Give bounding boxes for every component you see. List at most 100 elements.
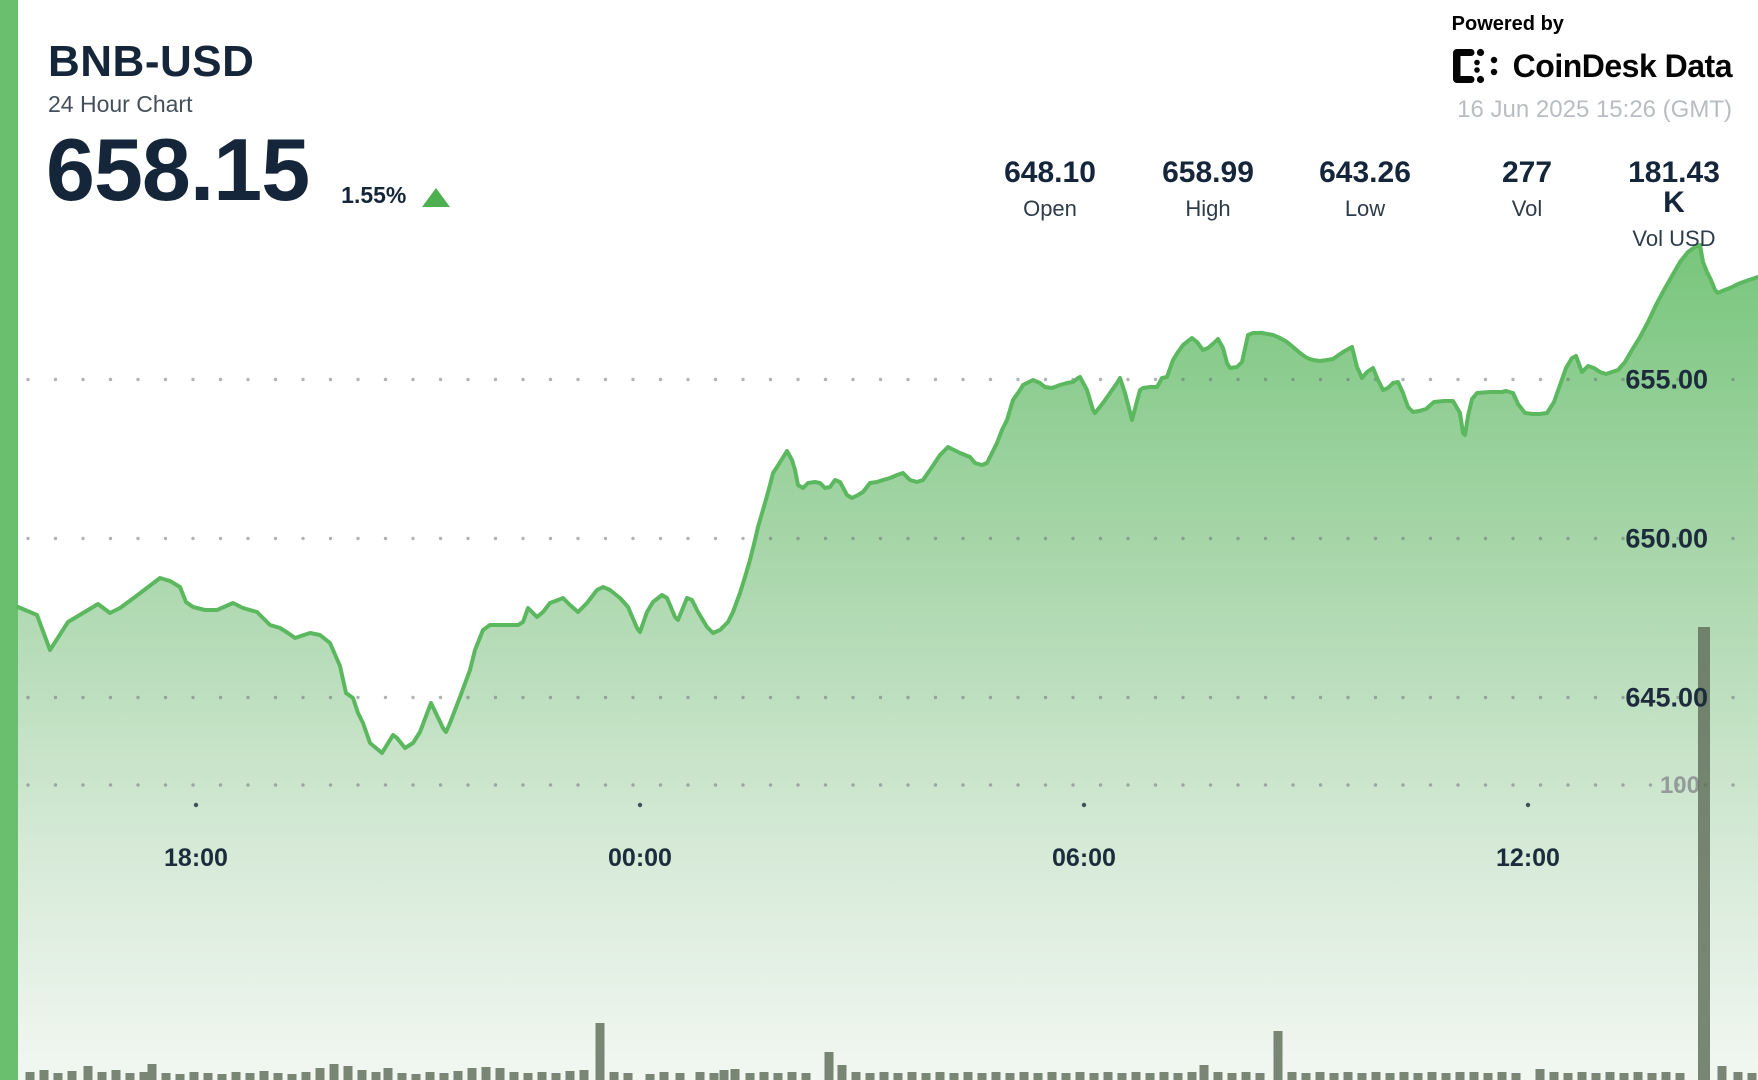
volume-bar xyxy=(161,1073,171,1080)
volume-bar xyxy=(1675,1073,1685,1080)
ohlc-stats-row: 648.10 Open 658.99 High 643.26 Low 277 V… xyxy=(0,156,1758,250)
x-axis-label: 18:00 xyxy=(164,844,228,872)
volume-bar xyxy=(1075,1072,1085,1080)
x-axis-label: 12:00 xyxy=(1496,844,1560,872)
volume-bar xyxy=(1577,1072,1587,1080)
volume-bar xyxy=(709,1073,719,1080)
volume-bar xyxy=(467,1068,477,1080)
volume-bar xyxy=(1605,1072,1615,1080)
volume-bar xyxy=(1241,1072,1251,1080)
volume-bar xyxy=(481,1067,491,1080)
volume-bar xyxy=(371,1072,381,1080)
volume-bar xyxy=(1717,1066,1727,1080)
volume-bar xyxy=(1535,1069,1545,1080)
volume-bar xyxy=(273,1073,283,1080)
volume-bar xyxy=(851,1072,861,1080)
stat-high: 658.99 High xyxy=(1162,158,1254,220)
last-price: 658.15 xyxy=(46,120,310,219)
volume-bar xyxy=(245,1073,255,1080)
volume-bar xyxy=(595,1023,605,1080)
volume-bar xyxy=(719,1070,729,1080)
volume-bar xyxy=(1371,1072,1381,1080)
volume-bar xyxy=(1187,1072,1197,1080)
volume-bar xyxy=(25,1072,35,1080)
volume-bar xyxy=(787,1072,797,1080)
volume-bar xyxy=(523,1073,533,1080)
volume-bar xyxy=(963,1072,973,1080)
volume-bar xyxy=(203,1073,213,1080)
volume-bars xyxy=(25,627,1757,1080)
volume-bar xyxy=(343,1066,353,1080)
volume-bar xyxy=(1005,1073,1015,1080)
volume-bar xyxy=(773,1073,783,1080)
x-axis-tick-dot xyxy=(193,802,199,808)
volume-bar xyxy=(125,1073,135,1080)
volume-bar xyxy=(977,1073,987,1080)
x-axis-label: 06:00 xyxy=(1052,844,1116,872)
volume-bar xyxy=(675,1073,685,1080)
volume-bar xyxy=(759,1072,769,1080)
volume-bar xyxy=(301,1072,311,1080)
left-accent-strip xyxy=(0,0,18,1080)
volume-bar xyxy=(551,1073,561,1080)
chart-timestamp: 16 Jun 2025 15:26 (GMT) xyxy=(1457,96,1732,123)
y-axis-label-price: 645.00 xyxy=(1625,683,1708,713)
volume-bar xyxy=(1469,1072,1479,1080)
volume-bar xyxy=(1698,627,1710,1080)
volume-bar xyxy=(111,1070,121,1080)
title-block: BNB-USD 24 Hour Chart xyxy=(48,40,254,116)
volume-bar xyxy=(1047,1072,1057,1080)
x-axis-label: 00:00 xyxy=(608,844,672,872)
volume-bar xyxy=(217,1074,227,1080)
volume-bar xyxy=(730,1069,740,1080)
volume-bar xyxy=(1199,1065,1209,1080)
stat-vol-label: Vol xyxy=(1511,196,1543,221)
volume-bar xyxy=(1549,1072,1559,1080)
volume-bar xyxy=(935,1072,945,1080)
volume-bar xyxy=(67,1071,77,1080)
stat-low: 643.26 Low xyxy=(1319,158,1411,220)
stat-high-label: High xyxy=(1185,196,1231,221)
volume-bar xyxy=(1483,1073,1493,1080)
up-triangle-icon xyxy=(422,188,451,207)
volume-bar xyxy=(623,1073,633,1080)
volume-bar xyxy=(991,1072,1001,1080)
volume-bar xyxy=(1089,1073,1099,1080)
stat-low-label: Low xyxy=(1344,196,1386,221)
volume-bar xyxy=(439,1073,449,1080)
volume-bar xyxy=(949,1073,959,1080)
price-row: 658.15 1.55% xyxy=(46,120,451,219)
volume-bar xyxy=(659,1072,669,1080)
volume-bar xyxy=(425,1072,435,1080)
volume-bar xyxy=(329,1064,339,1080)
volume-bar xyxy=(1563,1073,1573,1080)
coindesk-brand-name: CoinDesk Data xyxy=(1512,48,1733,84)
volume-bar xyxy=(53,1073,63,1080)
volume-bar xyxy=(1343,1072,1353,1080)
stat-high-value: 658.99 xyxy=(1162,156,1254,189)
volume-bar xyxy=(495,1068,505,1080)
volume-bar xyxy=(1747,1073,1757,1080)
stat-vol-value: 277 xyxy=(1501,156,1553,189)
volume-bar xyxy=(83,1066,93,1080)
volume-bar xyxy=(147,1064,157,1080)
volume-bar xyxy=(579,1070,589,1080)
volume-bar xyxy=(1497,1072,1507,1080)
volume-bar xyxy=(1357,1073,1367,1080)
volume-bar xyxy=(1441,1073,1451,1080)
chart-subtitle: 24 Hour Chart xyxy=(48,91,193,117)
volume-bar xyxy=(1591,1073,1601,1080)
grid-dots xyxy=(26,377,1735,787)
stat-vol-usd: 181.43 K Vol USD xyxy=(1628,158,1720,250)
volume-bar xyxy=(1213,1072,1223,1080)
volume-bar xyxy=(879,1072,889,1080)
price-area xyxy=(18,245,1758,1080)
stat-open-value: 648.10 xyxy=(1004,156,1096,189)
volume-bar xyxy=(1619,1073,1629,1080)
volume-bar xyxy=(1301,1073,1311,1080)
volume-bar xyxy=(189,1072,199,1080)
volume-bar xyxy=(907,1072,917,1080)
volume-bar xyxy=(1413,1073,1423,1080)
